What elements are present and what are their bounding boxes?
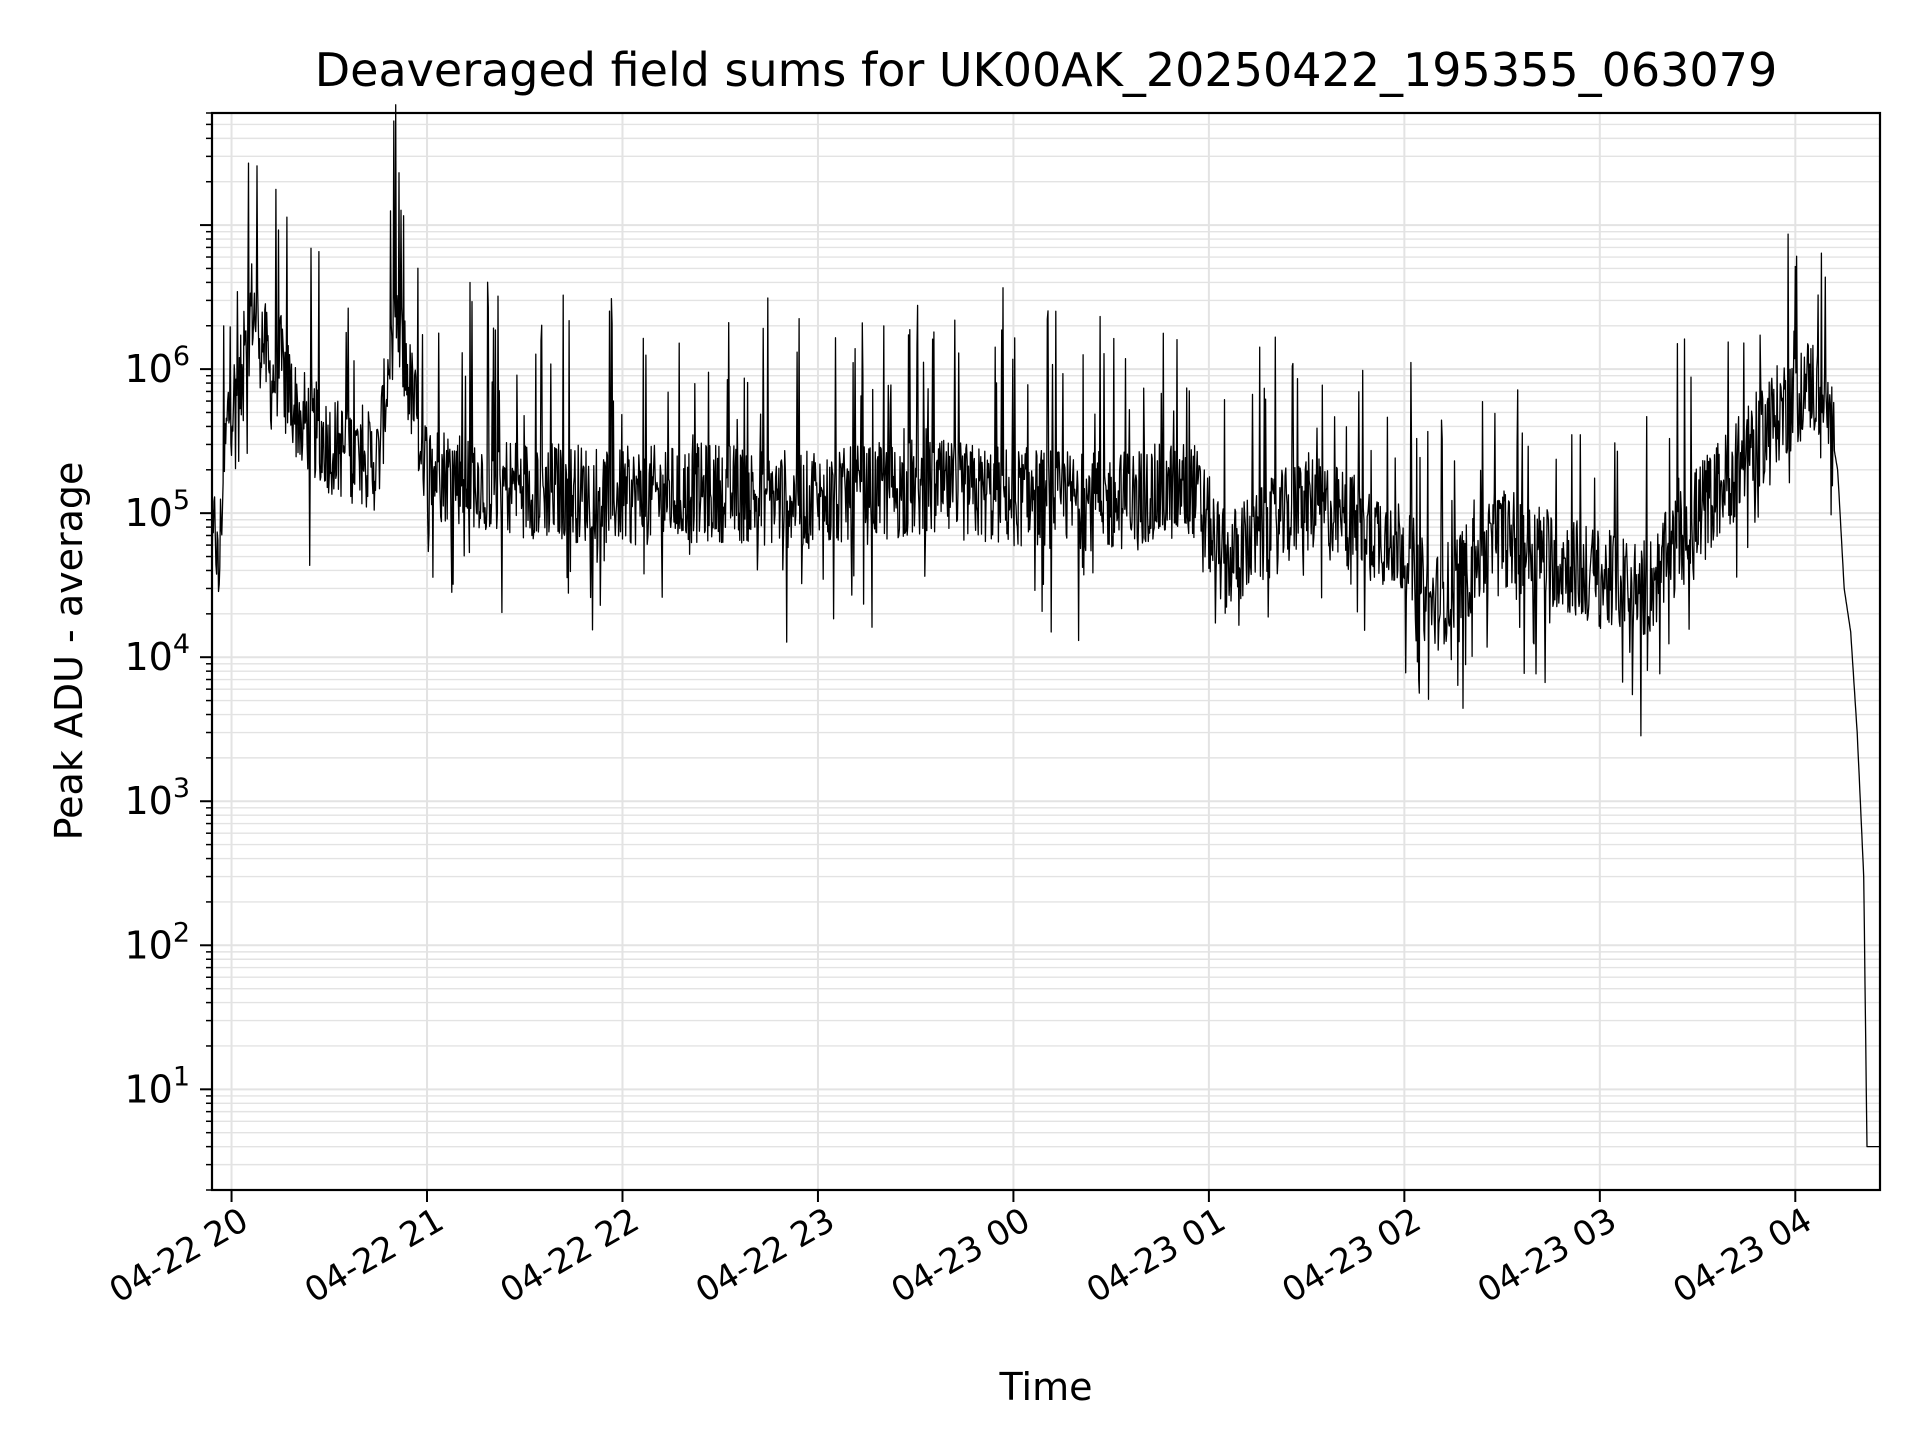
- y-tick-label: 101: [124, 1061, 190, 1111]
- y-tick-label: 106: [124, 341, 190, 391]
- y-tick-label: 103: [124, 773, 190, 823]
- y-tick-label: 104: [124, 629, 190, 679]
- x-axis-label: Time: [999, 1365, 1093, 1409]
- y-axis: 101 102 103 104 105 106: [124, 112, 212, 1191]
- series-line: [211, 104, 1880, 1148]
- y-axis-label: Peak ADU - average: [47, 462, 91, 841]
- y-tick-label: 102: [124, 917, 190, 967]
- y-tick-label: 105: [124, 485, 190, 535]
- data-line: [211, 104, 1880, 1148]
- chart-title: Deaveraged field sums for UK00AK_2025042…: [315, 43, 1777, 97]
- plot-frame: [210, 111, 1882, 1192]
